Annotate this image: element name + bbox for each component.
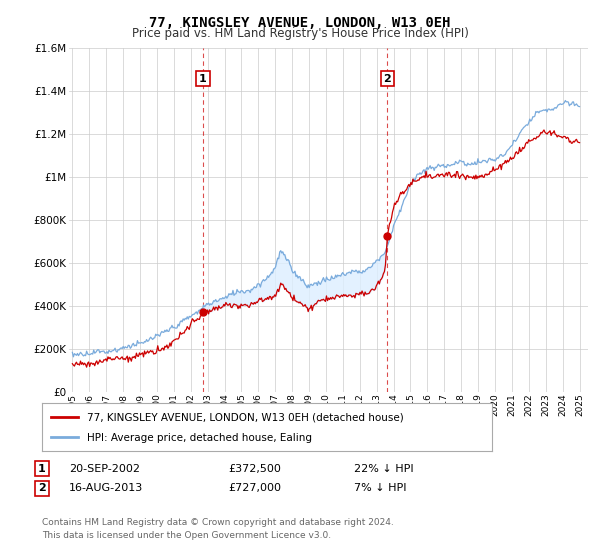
Text: 77, KINGSLEY AVENUE, LONDON, W13 0EH (detached house): 77, KINGSLEY AVENUE, LONDON, W13 0EH (de… (87, 413, 404, 422)
Text: 77, KINGSLEY AVENUE, LONDON, W13 0EH: 77, KINGSLEY AVENUE, LONDON, W13 0EH (149, 16, 451, 30)
Text: Price paid vs. HM Land Registry's House Price Index (HPI): Price paid vs. HM Land Registry's House … (131, 27, 469, 40)
Text: Contains HM Land Registry data © Crown copyright and database right 2024.
This d: Contains HM Land Registry data © Crown c… (42, 519, 394, 540)
Text: £372,500: £372,500 (228, 464, 281, 474)
Text: HPI: Average price, detached house, Ealing: HPI: Average price, detached house, Eali… (87, 433, 312, 444)
Text: 16-AUG-2013: 16-AUG-2013 (69, 483, 143, 493)
Text: 7% ↓ HPI: 7% ↓ HPI (354, 483, 407, 493)
Text: 1: 1 (199, 73, 207, 83)
Text: 2: 2 (383, 73, 391, 83)
Text: £727,000: £727,000 (228, 483, 281, 493)
Text: 1: 1 (38, 464, 46, 474)
Text: 22% ↓ HPI: 22% ↓ HPI (354, 464, 413, 474)
Text: 2: 2 (38, 483, 46, 493)
Text: 20-SEP-2002: 20-SEP-2002 (69, 464, 140, 474)
